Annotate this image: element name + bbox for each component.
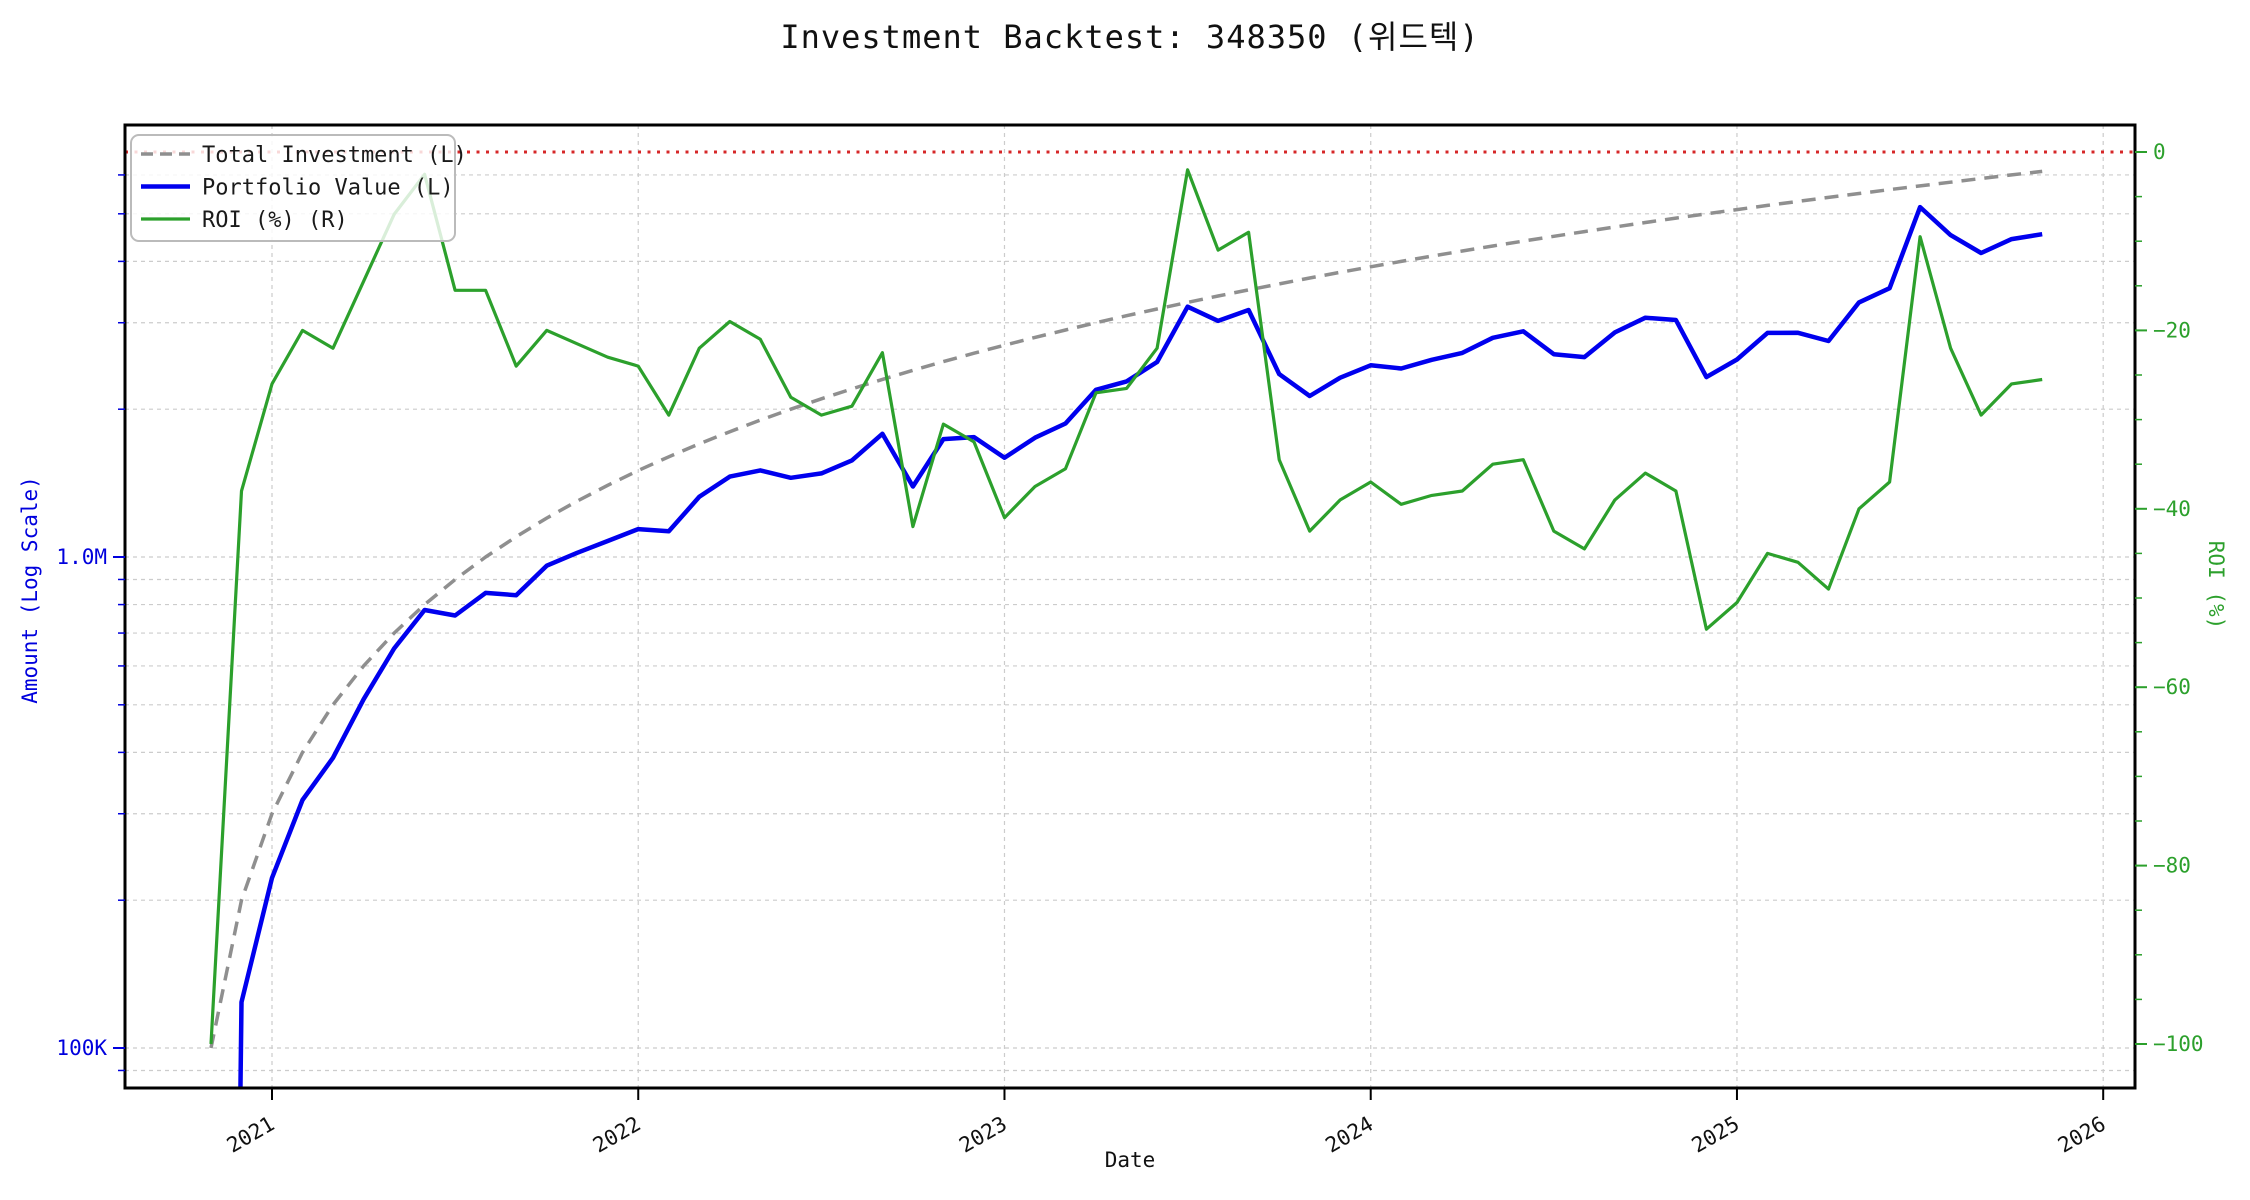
x-axis-label: Date — [1104, 1148, 1156, 1172]
portfolio-value-line — [238, 204, 2043, 1088]
x-tick-label: 2024 — [1321, 1112, 1377, 1158]
x-tick-label: 2025 — [1688, 1112, 1744, 1158]
chart-title: Investment Backtest: 348350 (위드텍) — [780, 18, 1480, 56]
legend: Total Investment (L) Portfolio Value (L) R… — [130, 134, 467, 242]
right-tick-label: 0 — [2153, 140, 2166, 164]
x-tick-label: 2023 — [955, 1112, 1011, 1158]
legend-item-label: Total Investment (L) — [202, 143, 467, 168]
legend-item-label: ROI (%) (R) — [202, 208, 348, 233]
legend-box — [130, 134, 456, 242]
left-y-axis-label: Amount (Log Scale) — [18, 476, 42, 704]
right-y-axis: 0 −20 −40 −60 −80 −100 — [2135, 140, 2204, 1056]
roi-line — [209, 168, 2043, 1045]
total-investment-line — [209, 169, 2043, 1049]
right-tick-label: −20 — [2153, 318, 2191, 342]
legend-item-label: Portfolio Value (L) — [202, 176, 454, 201]
right-tick-label: −100 — [2153, 1032, 2204, 1056]
right-tick-label: −60 — [2153, 675, 2191, 699]
x-tick-label: 2026 — [2054, 1112, 2110, 1158]
left-tick-label: 100K — [56, 1036, 107, 1060]
gridlines — [125, 125, 2135, 1088]
right-tick-label: −40 — [2153, 497, 2191, 521]
plot-border — [123, 123, 2137, 1090]
x-axis: 2021 2022 2023 2024 2025 2026 — [223, 1088, 2110, 1158]
right-y-axis-label: ROI (%) — [2204, 540, 2228, 630]
right-tick-label: −80 — [2153, 854, 2191, 878]
x-tick-label: 2022 — [589, 1112, 645, 1158]
x-tick-label: 2021 — [223, 1112, 279, 1158]
left-tick-label: 1.0M — [56, 545, 107, 569]
left-y-axis: 1.0M 100K — [56, 174, 125, 1072]
